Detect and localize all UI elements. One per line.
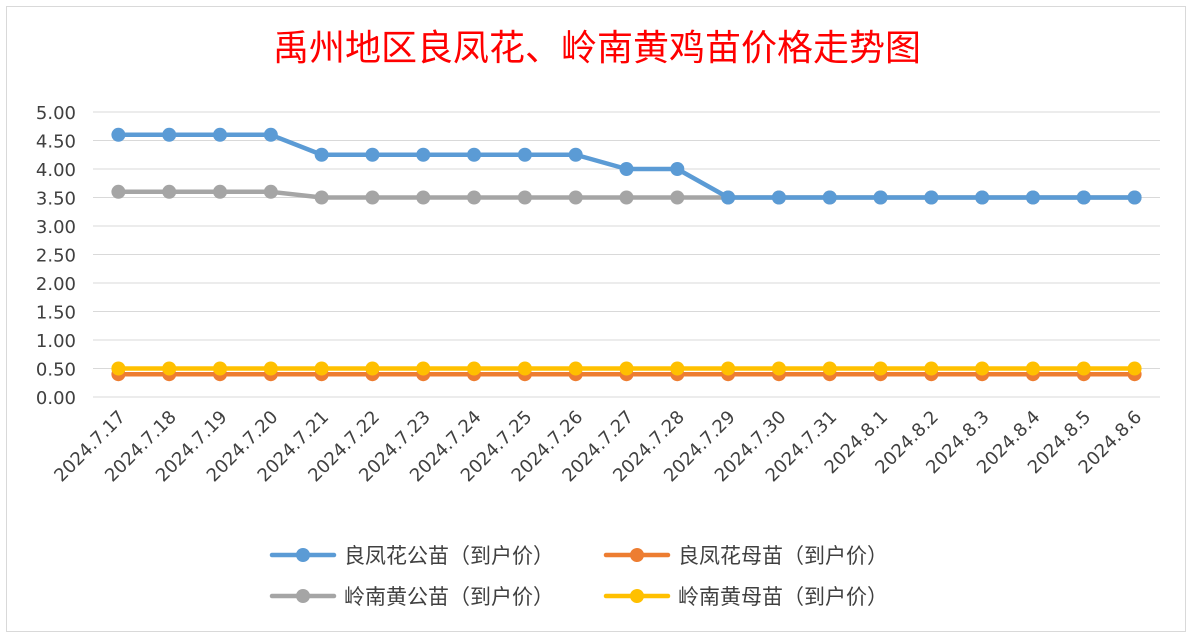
y-tick-label: 0.00 [36, 388, 76, 409]
y-tick-label: 2.00 [36, 274, 76, 295]
legend-item: 良凤花公苗（到户价） [269, 544, 554, 568]
series-1 [111, 127, 1142, 205]
data-point [416, 147, 431, 162]
data-point [111, 361, 126, 376]
legend-label: 良凤花母苗（到户价） [678, 544, 888, 568]
y-tick-label: 0.50 [36, 360, 76, 381]
data-point [771, 190, 786, 205]
data-point [416, 190, 431, 205]
data-point [314, 361, 329, 376]
series-4 [111, 361, 1142, 376]
data-point [1025, 361, 1040, 376]
data-point [1127, 361, 1142, 376]
data-point [822, 361, 837, 376]
data-point [416, 361, 431, 376]
data-point [467, 147, 482, 162]
data-point [1076, 361, 1091, 376]
data-point [568, 361, 583, 376]
data-point [1025, 190, 1040, 205]
data-point [568, 190, 583, 205]
data-point [263, 361, 278, 376]
data-point [619, 190, 634, 205]
data-point [314, 147, 329, 162]
legend-marker [296, 589, 310, 603]
data-point [111, 127, 126, 142]
legend-label: 岭南黄公苗（到户价） [344, 585, 554, 609]
data-point [314, 190, 329, 205]
data-point [670, 162, 685, 176]
data-point [619, 361, 634, 376]
data-point [162, 184, 177, 199]
data-point [924, 190, 939, 205]
y-tick-label: 2.50 [36, 246, 76, 267]
y-tick-label: 3.00 [36, 217, 76, 238]
legend-marker [296, 548, 310, 562]
legend: 良凤花公苗（到户价） 良凤花母苗（到户价） 岭南黄公苗（到户价） 岭南黄母苗（到户价） [269, 544, 888, 609]
y-tick-label: 4.50 [36, 132, 76, 153]
legend-label: 岭南黄母苗（到户价） [678, 585, 888, 609]
y-tick-label: 3.50 [36, 189, 76, 210]
data-point [975, 190, 990, 205]
data-point [873, 190, 888, 205]
x-axis-ticks: 2024.7.172024.7.182024.7.192024.7.202024… [50, 407, 1146, 487]
legend-item: 岭南黄母苗（到户价） [603, 585, 888, 609]
data-point [1127, 190, 1142, 205]
data-point [619, 162, 634, 176]
data-point [365, 190, 380, 205]
y-tick-label: 1.50 [36, 303, 76, 324]
data-point [670, 190, 685, 205]
y-tick-label: 4.00 [36, 160, 76, 181]
data-point [365, 147, 380, 162]
data-point [111, 184, 126, 199]
data-point [467, 190, 482, 205]
data-point [721, 361, 736, 376]
data-point [568, 147, 583, 162]
data-point [670, 361, 685, 376]
data-point [263, 127, 278, 142]
data-point [822, 190, 837, 205]
y-tick-label: 5.00 [36, 103, 76, 124]
series-layer [111, 127, 1142, 382]
data-point [1076, 190, 1091, 205]
data-point [721, 190, 736, 205]
data-point [213, 127, 228, 142]
legend-label: 良凤花公苗（到户价） [344, 544, 554, 568]
data-point [924, 361, 939, 376]
chart-frame [6, 6, 1186, 632]
data-point [517, 147, 532, 162]
legend-item: 岭南黄公苗（到户价） [269, 585, 554, 609]
data-point [365, 361, 380, 376]
data-point [975, 361, 990, 376]
legend-marker [630, 589, 644, 603]
data-point [467, 361, 482, 376]
data-point [162, 127, 177, 142]
data-point [517, 190, 532, 205]
data-point [213, 184, 228, 199]
gridlines [93, 111, 1160, 398]
data-point [213, 361, 228, 376]
y-tick-label: 1.00 [36, 331, 76, 352]
legend-item: 良凤花母苗（到户价） [603, 544, 888, 568]
chart-title: 禹州地区良凤花、岭南黄鸡苗价格走势图 [273, 28, 921, 69]
y-axis-ticks: 0.00 0.50 1.00 1.50 2.00 2.50 3.00 3.50 4.00 4.50… [36, 103, 76, 409]
data-point [263, 184, 278, 199]
legend-marker [630, 548, 644, 562]
data-point [873, 361, 888, 376]
data-point [771, 361, 786, 376]
data-point [162, 361, 177, 376]
data-point [517, 361, 532, 376]
